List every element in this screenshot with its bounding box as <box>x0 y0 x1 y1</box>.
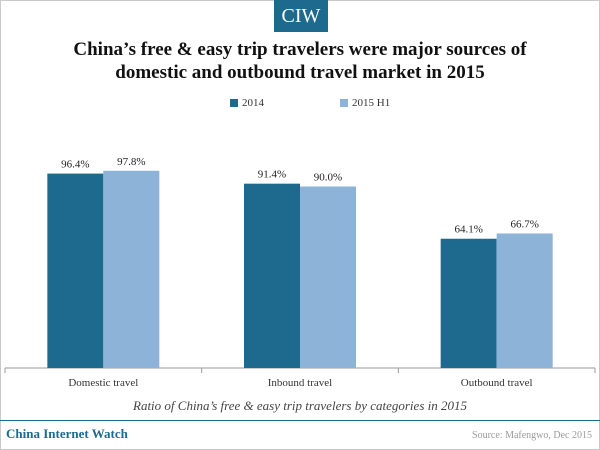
data-label: 64.1% <box>454 224 482 236</box>
data-label: 97.8% <box>117 156 145 168</box>
legend-swatch-2015h1 <box>340 99 348 107</box>
bar-2014-outbound-travel <box>440 238 497 368</box>
data-label: 90.0% <box>314 172 342 184</box>
legend-label-2014: 2014 <box>242 97 264 109</box>
legend-item-2014: 2014 <box>230 97 264 109</box>
legend-item-2015h1: 2015 H1 <box>340 97 390 109</box>
category-label: Inbound travel <box>268 377 332 389</box>
bar-2015h1-outbound-travel <box>496 233 553 368</box>
chart-title-line-1: China’s free & easy trip travelers were … <box>73 39 527 60</box>
legend-swatch-2014 <box>230 99 238 107</box>
category-label: Domestic travel <box>68 377 138 389</box>
chart-title-line-2: domestic and outbound travel market in 2… <box>115 62 485 83</box>
category-label: Outbound travel <box>461 377 533 389</box>
data-label: 91.4% <box>258 169 286 181</box>
footer-divider <box>0 420 600 421</box>
bar-2014-domestic-travel <box>47 173 104 368</box>
bar-2015h1-inbound-travel <box>300 186 356 368</box>
brand-badge: CIW <box>274 0 328 32</box>
legend-label-2015h1: 2015 H1 <box>352 97 391 109</box>
chart-title: China’s free & easy trip travelers were … <box>20 38 580 84</box>
chart-legend: 2014 2015 H1 <box>0 97 600 115</box>
chart-subtitle: Ratio of China’s free & easy trip travel… <box>133 398 467 413</box>
source-note: Source: Mafengwo, Dec 2015 <box>472 430 592 441</box>
data-label: 66.7% <box>510 218 538 230</box>
bar-2015h1-domestic-travel <box>103 170 160 368</box>
bar-2014-inbound-travel <box>244 183 300 368</box>
data-label: 96.4% <box>61 159 89 171</box>
footer-brand: China Internet Watch <box>6 426 128 441</box>
